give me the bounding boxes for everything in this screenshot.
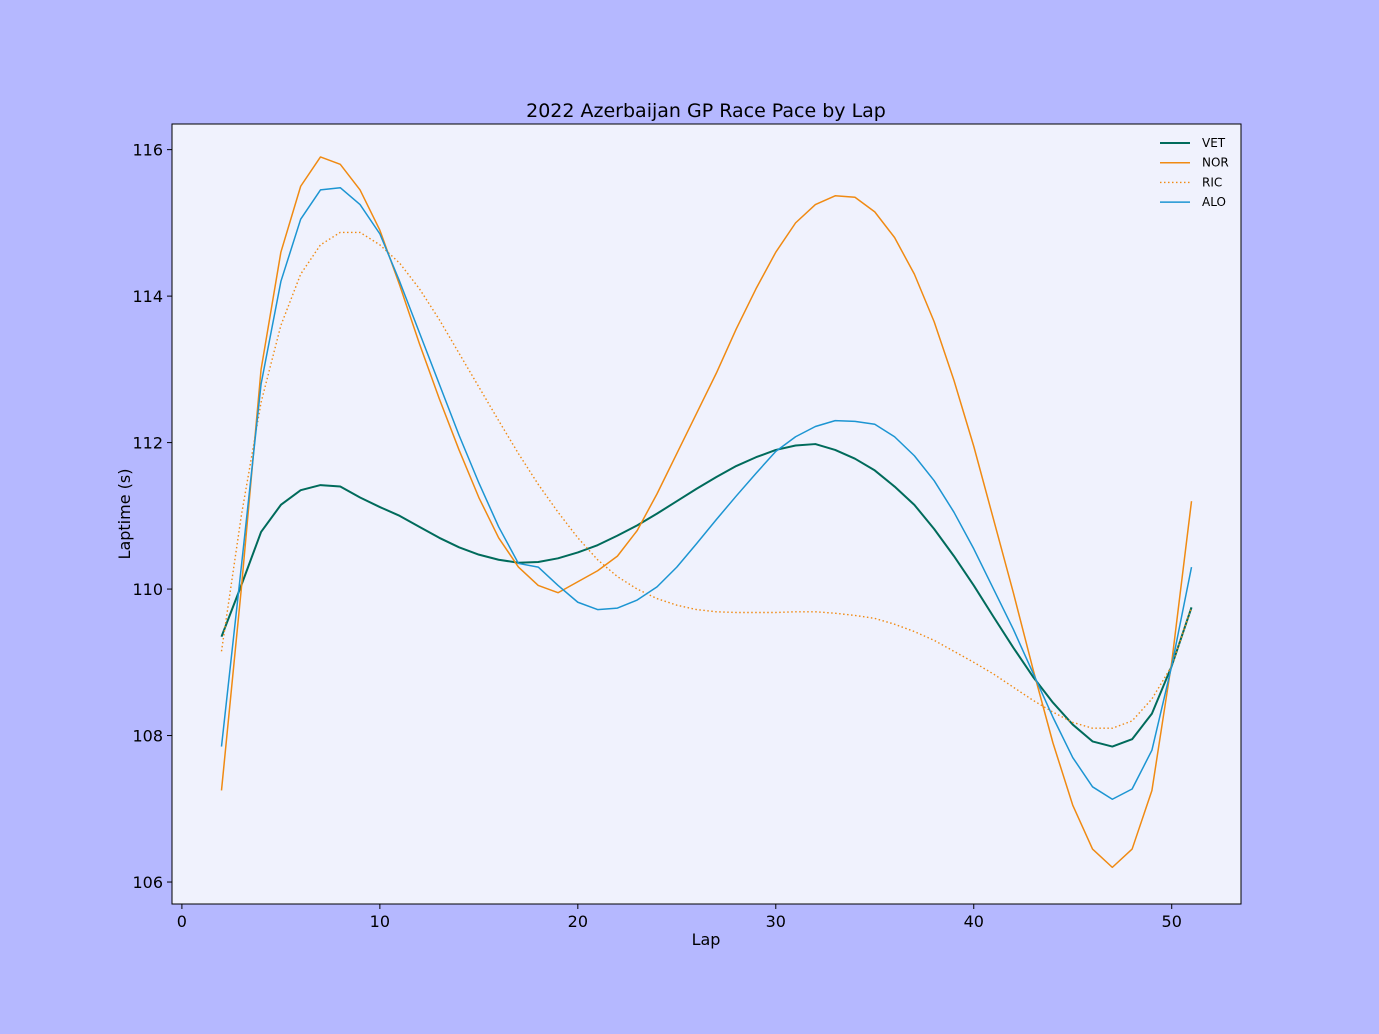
- legend-label-vet: VET: [1202, 136, 1226, 150]
- series-line-alo: [220, 186, 1193, 801]
- series-line-vet: [220, 443, 1193, 748]
- y-axis-ticks: 106 108 110 112 114 116: [132, 141, 172, 892]
- chart-title: 2022 Azerbaijan GP Race Pace by Lap: [526, 100, 886, 122]
- legend-label-ric: RIC: [1202, 175, 1222, 189]
- x-tick-label: 10: [370, 912, 390, 931]
- x-tick-label: 40: [964, 912, 984, 931]
- y-tick-label: 114: [132, 287, 163, 306]
- x-tick-label: 30: [766, 912, 786, 931]
- y-tick-label: 106: [132, 873, 163, 892]
- legend: VET NOR RIC ALO: [1160, 136, 1229, 209]
- x-tick-label: 20: [568, 912, 588, 931]
- series-line-nor: [220, 156, 1193, 869]
- y-tick-label: 112: [132, 434, 163, 453]
- x-tick-label: 50: [1162, 912, 1182, 931]
- legend-label-nor: NOR: [1202, 156, 1229, 170]
- x-axis-ticks: 0 10 20 30 40 50: [177, 904, 1182, 931]
- y-tick-label: 110: [132, 580, 163, 599]
- series-line-ric: [220, 231, 1193, 729]
- plot-frame: [171, 123, 1242, 905]
- plot-area: [172, 124, 1241, 904]
- y-tick-label: 108: [132, 727, 163, 746]
- x-tick-label: 0: [177, 912, 187, 931]
- y-tick-label: 116: [132, 141, 163, 160]
- x-axis-label: Lap: [692, 930, 721, 949]
- y-axis-label: Laptime (s): [115, 469, 134, 560]
- series-layer: [220, 156, 1193, 869]
- legend-label-alo: ALO: [1202, 195, 1226, 209]
